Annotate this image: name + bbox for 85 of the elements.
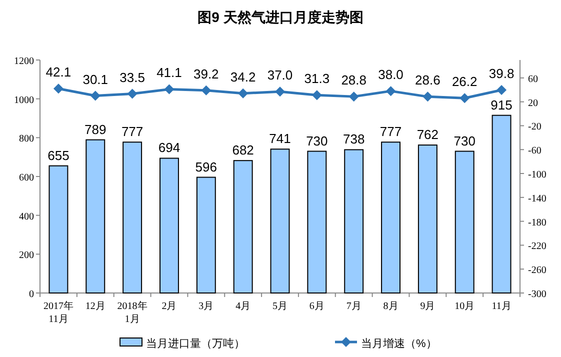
data-label: 34.2	[230, 69, 256, 84]
data-label: 41.1	[156, 65, 182, 80]
bar	[160, 158, 179, 294]
y2-tick-label: 20	[528, 98, 538, 109]
bar	[270, 148, 290, 294]
x-tick-label: 2018年 1月	[117, 300, 148, 325]
data-label: 915	[490, 97, 512, 112]
point	[53, 84, 64, 94]
point	[312, 90, 322, 100]
point	[238, 88, 248, 98]
data-label: 38.0	[378, 67, 404, 82]
bar	[86, 139, 106, 294]
y-tick-label: 200	[19, 250, 34, 262]
point	[90, 90, 100, 101]
x-tick-label: 4月	[236, 301, 251, 312]
x-tick-label: 2017年 11月	[43, 300, 74, 325]
data-label: 39.8	[488, 66, 514, 81]
y-tick-label: 400	[19, 211, 34, 222]
data-label: 39.2	[194, 66, 219, 82]
point	[275, 86, 285, 97]
data-label: 738	[342, 132, 365, 147]
y-tick-label: 800	[19, 134, 34, 145]
point	[348, 92, 359, 102]
legend-label: 当月增速（%）	[361, 337, 437, 350]
y2-tick-label: -180	[528, 217, 546, 228]
data-label: 762	[416, 127, 439, 142]
y-tick-label: 1000	[14, 94, 34, 106]
y2-tick-label: -60	[528, 146, 542, 157]
x-tick-label: 6月	[309, 301, 324, 312]
point	[164, 84, 174, 94]
bar	[122, 142, 142, 294]
bar	[454, 150, 474, 294]
data-label: 31.3	[304, 71, 330, 86]
bar	[492, 114, 512, 294]
x-tick-label: 9月	[420, 301, 436, 312]
x-tick-label: 7月	[346, 301, 362, 312]
data-label: 655	[48, 148, 70, 163]
data-label: 33.5	[120, 70, 145, 85]
bar	[381, 142, 400, 294]
y2-tick-label: -220	[528, 241, 546, 252]
y2-tick-label: -140	[528, 193, 546, 204]
data-label: 682	[232, 142, 254, 158]
data-label: 777	[121, 124, 144, 140]
x-tick-label: 2月	[162, 301, 177, 312]
x-tick-label: 12月	[85, 301, 106, 312]
data-label: 777	[380, 124, 402, 140]
bar	[196, 176, 216, 294]
bar	[418, 144, 438, 294]
x-tick-label: 11月	[492, 301, 512, 312]
bar	[344, 149, 364, 294]
x-tick-label: 10月	[454, 301, 475, 312]
point	[422, 92, 433, 102]
x-tick-label: 5月	[272, 301, 288, 312]
data-label: 730	[306, 133, 328, 148]
bar	[48, 165, 68, 294]
data-label: 28.8	[341, 72, 366, 88]
data-label: 28.6	[415, 72, 440, 88]
x-tick-label: 8月	[383, 301, 398, 312]
y2-tick-label: -100	[528, 170, 546, 181]
point	[386, 86, 396, 96]
data-label: 30.1	[82, 72, 108, 87]
data-label: 26.2	[452, 74, 478, 90]
legend-label: 当月进口量（万吨）	[146, 337, 245, 350]
data-label: 596	[195, 159, 218, 174]
point	[127, 88, 138, 99]
data-label: 741	[269, 131, 291, 146]
x-tick-label: 3月	[198, 301, 214, 312]
y2-tick-label: -260	[528, 265, 546, 276]
chart-title: 图9 天然气进口月度走势图	[198, 9, 364, 25]
point	[460, 93, 470, 104]
y2-tick-label: -300	[528, 289, 546, 300]
data-label: 730	[454, 133, 476, 148]
point	[496, 84, 507, 95]
y2-tick-label: -20	[528, 122, 542, 133]
bar	[307, 150, 327, 294]
y-tick-label: 600	[19, 172, 34, 184]
data-label: 37.0	[267, 68, 293, 83]
point	[201, 85, 212, 96]
data-label: 789	[84, 122, 106, 137]
data-label: 42.1	[46, 64, 72, 80]
y-tick-label: 0	[29, 289, 34, 300]
bar	[233, 160, 253, 294]
y2-tick-label: 60	[528, 74, 538, 85]
y-tick-label: 1200	[14, 56, 34, 67]
data-label: 694	[158, 140, 180, 156]
